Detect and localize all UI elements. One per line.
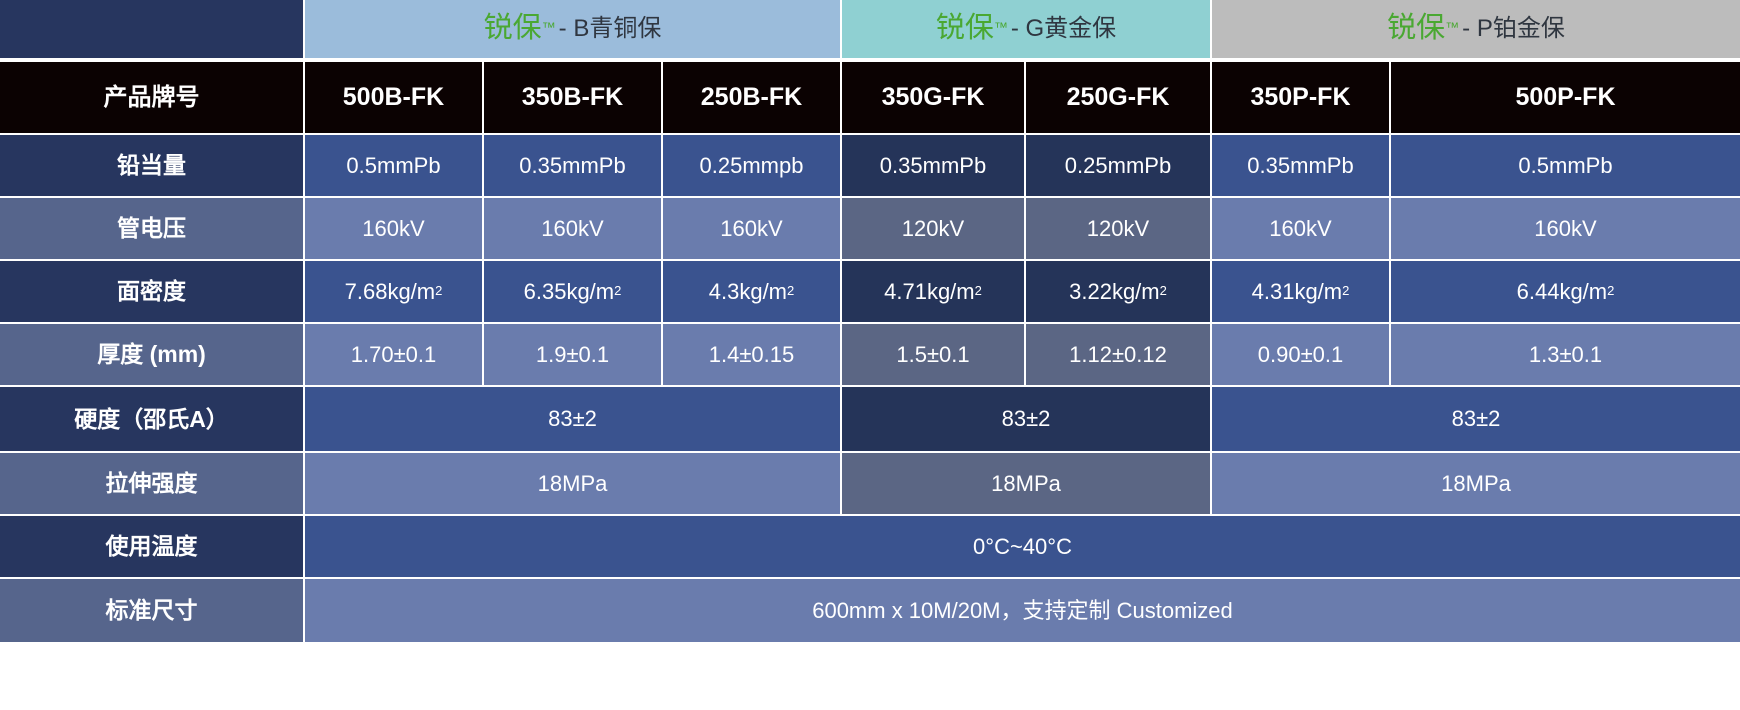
row-label-thickness: 厚度 (mm): [0, 324, 303, 385]
group-header-b: 锐保 ™ - B青铜保: [305, 0, 840, 58]
unit-exponent-2: 2: [787, 283, 795, 299]
unit-exponent-0: 2: [435, 283, 443, 299]
cell-tube-voltage-1: 160kV: [484, 198, 661, 259]
cell-lead-equivalent-5: 0.35mmPb: [1212, 135, 1389, 196]
cell-lead-equivalent-6: 0.5mmPb: [1391, 135, 1740, 196]
header-corner-block: [0, 0, 303, 58]
trademark-icon-b: ™: [541, 18, 556, 35]
cell-areal-density-6: 6.44kg/m 2: [1391, 261, 1740, 322]
cell-hardness-p: 83±2: [1212, 387, 1740, 451]
group-suffix-g: - G黄金保: [1010, 15, 1117, 43]
unit-exponent-5: 2: [1342, 283, 1350, 299]
cell-standard-size: 600mm x 10M/20M，支持定制 Customized: [305, 579, 1740, 642]
cell-areal-density-2: 4.3kg/m 2: [663, 261, 840, 322]
cell-product-number-0: 500B-FK: [305, 62, 482, 133]
cell-tube-voltage-3: 120kV: [842, 198, 1024, 259]
cell-thickness-0: 1.70±0.1: [305, 324, 482, 385]
cell-lead-equivalent-4: 0.25mmPb: [1026, 135, 1210, 196]
cell-thickness-3: 1.5±0.1: [842, 324, 1024, 385]
cell-hardness-g: 83±2: [842, 387, 1210, 451]
cell-areal-density-1: 6.35kg/m 2: [484, 261, 661, 322]
row-label-standard-size: 标准尺寸: [0, 579, 303, 642]
areal-density-value-0: 7.68kg/m: [344, 278, 436, 304]
cell-tube-voltage-4: 120kV: [1026, 198, 1210, 259]
row-label-tensile-strength: 拉伸强度: [0, 453, 303, 514]
brand-mark-b: 锐保: [483, 12, 542, 45]
cell-tube-voltage-5: 160kV: [1212, 198, 1389, 259]
cell-areal-density-0: 7.68kg/m 2: [305, 261, 482, 322]
cell-thickness-4: 1.12±0.12: [1026, 324, 1210, 385]
areal-density-value-5: 4.31kg/m: [1251, 278, 1343, 304]
cell-tensile-strength-g: 18MPa: [842, 453, 1210, 514]
trademark-icon-p: ™: [1445, 18, 1460, 35]
cell-product-number-3: 350G-FK: [842, 62, 1024, 133]
group-suffix-b: - B青铜保: [558, 15, 662, 43]
areal-density-value-3: 4.71kg/m: [884, 278, 975, 304]
cell-product-number-6: 500P-FK: [1391, 62, 1740, 133]
group-header-g: 锐保 ™ - G黄金保: [842, 0, 1210, 58]
cell-thickness-2: 1.4±0.15: [663, 324, 840, 385]
areal-density-value-6: 6.44kg/m: [1516, 278, 1608, 304]
unit-exponent-3: 2: [974, 283, 982, 299]
unit-exponent-1: 2: [614, 283, 622, 299]
row-label-hardness: 硬度（邵氏A）: [0, 387, 303, 451]
cell-product-number-4: 250G-FK: [1026, 62, 1210, 133]
cell-tensile-strength-p: 18MPa: [1212, 453, 1740, 514]
cell-tube-voltage-2: 160kV: [663, 198, 840, 259]
cell-tube-voltage-6: 160kV: [1391, 198, 1740, 259]
unit-exponent-4: 2: [1159, 283, 1167, 299]
cell-thickness-5: 0.90±0.1: [1212, 324, 1389, 385]
cell-lead-equivalent-3: 0.35mmPb: [842, 135, 1024, 196]
row-label-operating-temperature: 使用温度: [0, 516, 303, 577]
group-suffix-p: - P铂金保: [1462, 15, 1565, 43]
row-label-lead-equivalent: 铅当量: [0, 135, 303, 196]
row-label-tube-voltage: 管电压: [0, 198, 303, 259]
trademark-icon-g: ™: [993, 18, 1008, 35]
areal-density-value-2: 4.3kg/m: [708, 278, 788, 304]
row-label-product-number: 产品牌号: [0, 62, 303, 133]
row-label-areal-density: 面密度: [0, 261, 303, 322]
cell-areal-density-5: 4.31kg/m 2: [1212, 261, 1389, 322]
cell-lead-equivalent-2: 0.25mmpb: [663, 135, 840, 196]
cell-thickness-6: 1.3±0.1: [1391, 324, 1740, 385]
areal-density-value-1: 6.35kg/m: [523, 278, 615, 304]
group-header-p: 锐保 ™ - P铂金保: [1212, 0, 1740, 58]
unit-exponent-6: 2: [1607, 283, 1615, 299]
brand-mark-p: 锐保: [1387, 12, 1446, 45]
areal-density-value-4: 3.22kg/m: [1069, 278, 1160, 304]
cell-product-number-2: 250B-FK: [663, 62, 840, 133]
cell-areal-density-3: 4.71kg/m 2: [842, 261, 1024, 322]
cell-thickness-1: 1.9±0.1: [484, 324, 661, 385]
cell-areal-density-4: 3.22kg/m 2: [1026, 261, 1210, 322]
cell-tensile-strength-b: 18MPa: [305, 453, 840, 514]
cell-lead-equivalent-1: 0.35mmPb: [484, 135, 661, 196]
cell-hardness-b: 83±2: [305, 387, 840, 451]
cell-product-number-1: 350B-FK: [484, 62, 661, 133]
cell-operating-temperature: 0°C~40°C: [305, 516, 1740, 577]
cell-product-number-5: 350P-FK: [1212, 62, 1389, 133]
brand-mark-g: 锐保: [935, 12, 994, 45]
cell-tube-voltage-0: 160kV: [305, 198, 482, 259]
cell-lead-equivalent-0: 0.5mmPb: [305, 135, 482, 196]
